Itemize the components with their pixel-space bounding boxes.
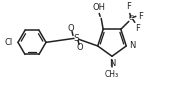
Text: C: C bbox=[128, 15, 133, 21]
Text: F: F bbox=[138, 12, 143, 21]
Text: F: F bbox=[135, 24, 140, 33]
Text: N: N bbox=[129, 41, 136, 50]
Text: N: N bbox=[109, 59, 115, 68]
Text: F: F bbox=[126, 2, 131, 11]
Text: O: O bbox=[68, 24, 74, 33]
Text: Cl: Cl bbox=[5, 38, 13, 47]
Text: S: S bbox=[73, 34, 79, 43]
Text: CH₃: CH₃ bbox=[105, 70, 119, 79]
Text: O: O bbox=[77, 43, 83, 52]
Text: OH: OH bbox=[93, 3, 106, 12]
